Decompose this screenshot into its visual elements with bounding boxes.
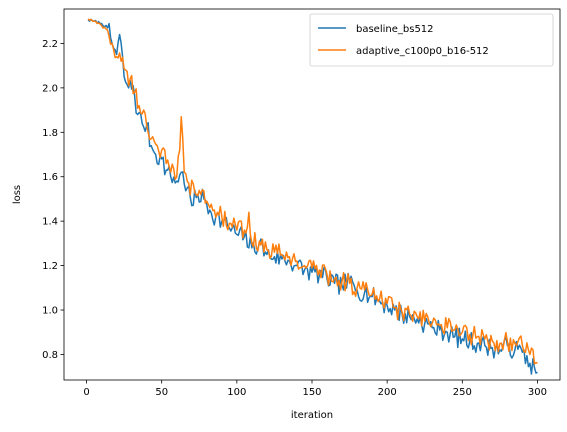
y-axis-label: loss bbox=[12, 185, 23, 204]
y-tick-label: 1.4 bbox=[42, 217, 58, 228]
y-tick-label: 1.6 bbox=[42, 172, 58, 183]
y-tick-label: 2.0 bbox=[42, 83, 58, 94]
x-tick-label: 300 bbox=[528, 387, 547, 398]
x-axis: 0 50 100 150 200 250 300 bbox=[83, 380, 547, 398]
series-line-baseline bbox=[87, 18, 538, 375]
y-tick-label: 1.2 bbox=[42, 261, 58, 272]
y-tick-label: 1.0 bbox=[42, 306, 58, 317]
x-tick-label: 200 bbox=[378, 387, 397, 398]
legend-box bbox=[309, 13, 554, 67]
x-axis-label: iteration bbox=[291, 410, 333, 421]
x-tick-label: 50 bbox=[155, 387, 168, 398]
y-tick-label: 2.2 bbox=[42, 39, 58, 50]
y-tick-label: 1.8 bbox=[42, 128, 58, 139]
plot-area bbox=[64, 9, 560, 380]
legend-label-baseline: baseline_bs512 bbox=[356, 24, 434, 35]
series-line-adaptive bbox=[87, 18, 538, 365]
series-lines bbox=[87, 18, 538, 375]
x-tick-label: 100 bbox=[227, 387, 246, 398]
legend-label-adaptive: adaptive_c100p0_b16-512 bbox=[356, 46, 489, 57]
y-tick-label: 0.8 bbox=[42, 350, 58, 361]
legend: baseline_bs512 adaptive_c100p0_b16-512 bbox=[309, 13, 554, 67]
y-axis: 0.8 1.0 1.2 1.4 1.6 1.8 2.0 2.2 bbox=[42, 39, 64, 361]
x-tick-label: 150 bbox=[302, 387, 321, 398]
x-tick-label: 250 bbox=[453, 387, 472, 398]
x-tick-label: 0 bbox=[83, 387, 89, 398]
